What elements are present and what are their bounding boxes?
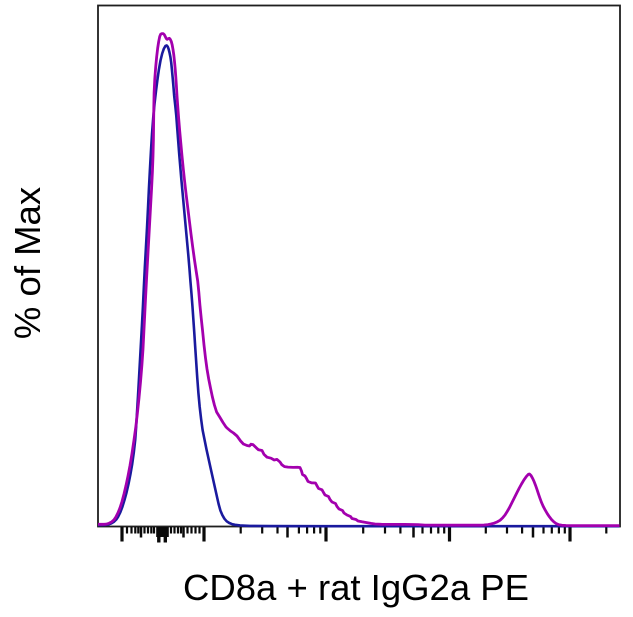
svg-text:CD8a + rat IgG2a PE: CD8a + rat IgG2a PE: [183, 567, 529, 608]
svg-text:% of Max: % of Max: [7, 187, 48, 339]
